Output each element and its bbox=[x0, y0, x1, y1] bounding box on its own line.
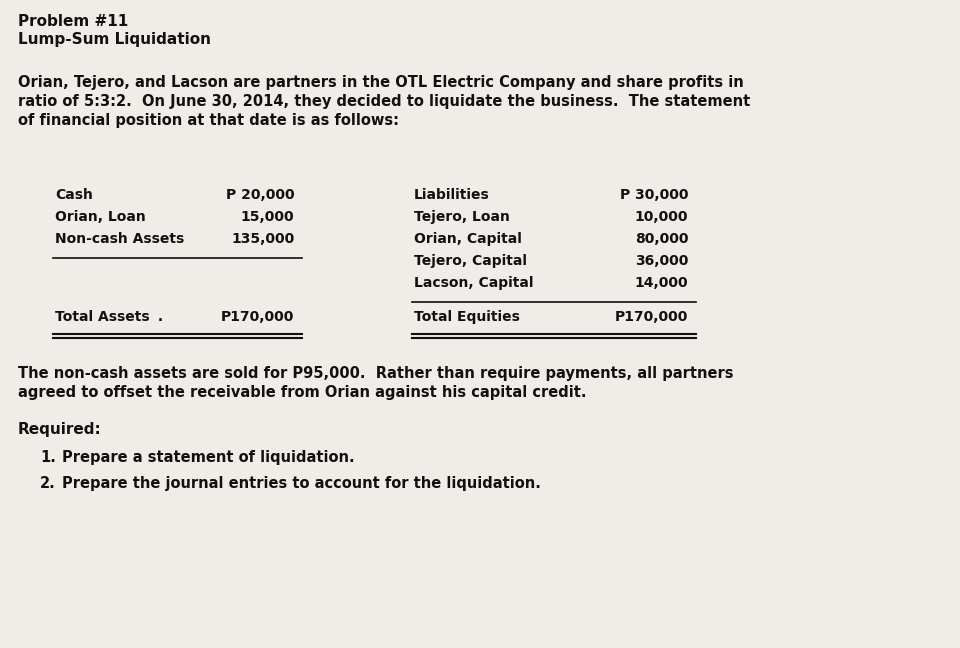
Text: Orian, Tejero, and Lacson are partners in the OTL Electric Company and share pro: Orian, Tejero, and Lacson are partners i… bbox=[18, 75, 744, 90]
Text: P 30,000: P 30,000 bbox=[620, 188, 688, 202]
Text: 135,000: 135,000 bbox=[231, 232, 295, 246]
Text: 36,000: 36,000 bbox=[636, 254, 688, 268]
Text: Lacson, Capital: Lacson, Capital bbox=[414, 276, 534, 290]
Text: 15,000: 15,000 bbox=[241, 210, 295, 224]
Text: The non-cash assets are sold for P95,000.  Rather than require payments, all par: The non-cash assets are sold for P95,000… bbox=[18, 366, 733, 381]
Text: agreed to offset the receivable from Orian against his capital credit.: agreed to offset the receivable from Ori… bbox=[18, 385, 587, 400]
Text: of financial position at that date is as follows:: of financial position at that date is as… bbox=[18, 113, 399, 128]
Text: Tejero, Capital: Tejero, Capital bbox=[414, 254, 527, 268]
Text: Orian, Capital: Orian, Capital bbox=[414, 232, 522, 246]
Text: .: . bbox=[153, 310, 163, 324]
Text: Non-cash Assets: Non-cash Assets bbox=[55, 232, 184, 246]
Text: Total Equities: Total Equities bbox=[414, 310, 520, 324]
Text: P170,000: P170,000 bbox=[221, 310, 295, 324]
Text: P170,000: P170,000 bbox=[615, 310, 688, 324]
Text: Liabilities: Liabilities bbox=[414, 188, 490, 202]
Text: Cash: Cash bbox=[55, 188, 93, 202]
Text: 14,000: 14,000 bbox=[635, 276, 688, 290]
Text: ratio of 5:3:2.  On June 30, 2014, they decided to liquidate the business.  The : ratio of 5:3:2. On June 30, 2014, they d… bbox=[18, 94, 750, 109]
Text: Prepare the journal entries to account for the liquidation.: Prepare the journal entries to account f… bbox=[61, 476, 540, 491]
Text: Prepare a statement of liquidation.: Prepare a statement of liquidation. bbox=[61, 450, 354, 465]
Text: Tejero, Loan: Tejero, Loan bbox=[414, 210, 510, 224]
Text: Lump-Sum Liquidation: Lump-Sum Liquidation bbox=[18, 32, 211, 47]
Text: 80,000: 80,000 bbox=[635, 232, 688, 246]
Text: Required:: Required: bbox=[18, 422, 102, 437]
Text: 1.: 1. bbox=[40, 450, 56, 465]
Text: 10,000: 10,000 bbox=[635, 210, 688, 224]
Text: Total Assets: Total Assets bbox=[55, 310, 150, 324]
Text: Orian, Loan: Orian, Loan bbox=[55, 210, 146, 224]
Text: P 20,000: P 20,000 bbox=[226, 188, 295, 202]
Text: 2.: 2. bbox=[40, 476, 56, 491]
Text: Problem #11: Problem #11 bbox=[18, 14, 129, 29]
